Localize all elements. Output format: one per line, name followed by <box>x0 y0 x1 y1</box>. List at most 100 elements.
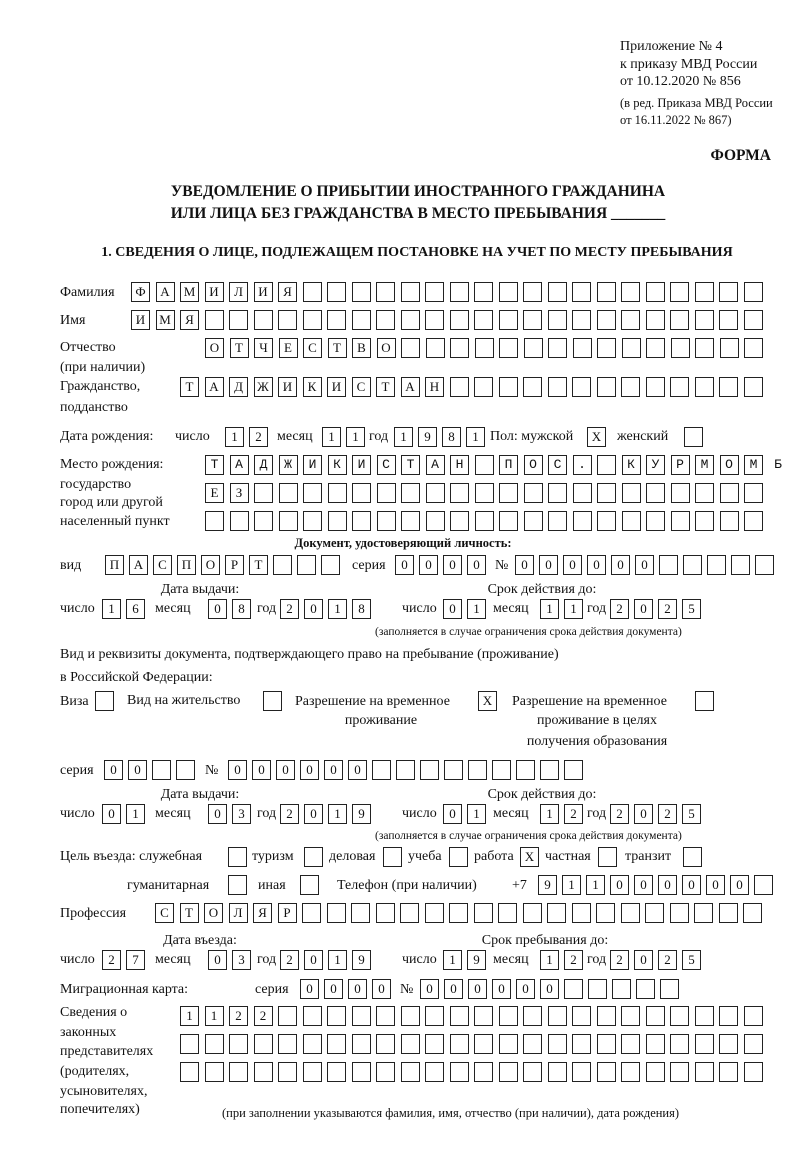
migration-number-cell[interactable]: 0 <box>516 979 535 999</box>
surname-cell[interactable]: И <box>253 282 273 302</box>
stay-day-cell[interactable]: 1 <box>443 950 462 970</box>
birthplace-row-cell[interactable] <box>744 455 763 475</box>
birth-month-cell[interactable]: 1 <box>346 427 365 447</box>
valid-day-cell[interactable]: 1 <box>467 804 486 824</box>
entry-month-cell[interactable]: 3 <box>232 950 251 970</box>
surname-cell[interactable] <box>743 282 763 302</box>
patronymic-cell[interactable] <box>401 338 420 358</box>
entry-day-cell[interactable]: 7 <box>126 950 145 970</box>
representatives-row-cell[interactable] <box>572 1034 591 1054</box>
patronymic-cell[interactable] <box>597 338 616 358</box>
valid-year-cell[interactable]: 0 <box>634 804 653 824</box>
citizenship-cell[interactable]: К <box>302 377 322 397</box>
business-checkbox-cell[interactable] <box>383 847 402 867</box>
valid-year-cell[interactable]: 0 <box>634 599 653 619</box>
representatives-row-cell[interactable] <box>376 1006 395 1026</box>
representatives-row-cell[interactable] <box>400 1062 420 1082</box>
representatives-row-cell[interactable] <box>474 1062 493 1082</box>
birthplace-row-cell[interactable] <box>474 455 494 475</box>
entry-year-cell[interactable]: 9 <box>352 950 371 970</box>
citizenship-cell[interactable]: Д <box>229 377 248 397</box>
profession-cell[interactable] <box>473 903 493 923</box>
issue-day-cell[interactable]: 6 <box>126 599 145 619</box>
tourism-checkbox-cell[interactable] <box>304 847 323 867</box>
representatives-row-cell[interactable] <box>694 1006 714 1026</box>
residence-number-cell[interactable] <box>420 760 439 780</box>
birthplace-row-cell[interactable] <box>376 483 396 503</box>
birthplace-row-cell[interactable] <box>352 455 371 475</box>
issue-year-cell[interactable]: 8 <box>352 599 371 619</box>
birthplace-row-cell[interactable] <box>327 455 347 475</box>
birthplace-row-cell[interactable] <box>352 511 371 531</box>
birth-year-cell[interactable]: 9 <box>418 427 437 447</box>
birthplace-row-cell[interactable] <box>303 483 322 503</box>
patronymic-cell[interactable] <box>670 338 690 358</box>
birthplace-row-cell[interactable] <box>548 455 567 475</box>
birthplace-row-cell[interactable] <box>376 511 396 531</box>
surname-cell[interactable] <box>376 282 395 302</box>
birthplace-row-cell[interactable] <box>670 511 690 531</box>
issue-year-cell[interactable]: 0 <box>304 599 323 619</box>
valid-year-cell[interactable]: 2 <box>610 599 629 619</box>
name-cell[interactable] <box>425 310 444 330</box>
representatives-row-cell[interactable] <box>596 1062 616 1082</box>
official-checkbox-cell[interactable] <box>228 847 247 867</box>
surname-cell[interactable]: Ф <box>131 282 150 302</box>
representatives-row-cell[interactable] <box>180 1062 199 1082</box>
citizenship-cell[interactable] <box>621 377 640 397</box>
male-checkbox-cell[interactable]: X <box>587 427 606 447</box>
representatives-row-cell[interactable] <box>572 1062 591 1082</box>
representatives-row-cell[interactable] <box>572 1006 591 1026</box>
migration-number-cell[interactable] <box>612 979 631 999</box>
surname-cell[interactable] <box>351 282 371 302</box>
birthplace-row-cell[interactable] <box>597 511 616 531</box>
profession-cell[interactable]: О <box>204 903 223 923</box>
birthplace-row-cell[interactable]: З <box>229 483 249 503</box>
surname-cell[interactable]: И <box>204 282 224 302</box>
temp-permit-checkbox-cell[interactable]: X <box>478 691 497 711</box>
document-type-cell[interactable]: А <box>129 555 148 575</box>
patronymic-cell[interactable] <box>621 338 641 358</box>
profession-cell[interactable] <box>571 903 591 923</box>
representatives-row-cell[interactable] <box>621 1062 640 1082</box>
profession-cell[interactable] <box>620 903 640 923</box>
representatives-row-cell[interactable] <box>547 1006 567 1026</box>
representatives-row-cell[interactable] <box>278 1034 297 1054</box>
representatives-row-cell[interactable] <box>327 1062 346 1082</box>
profession-cell[interactable]: Т <box>179 903 199 923</box>
citizenship-cell[interactable]: И <box>278 377 297 397</box>
birthplace-row-cell[interactable] <box>548 511 567 531</box>
valid-month-cell[interactable]: 1 <box>564 599 583 619</box>
residence-number-cell[interactable] <box>516 760 535 780</box>
representatives-row-cell[interactable] <box>449 1062 469 1082</box>
citizenship-cell[interactable] <box>523 377 542 397</box>
birthplace-row-cell[interactable] <box>254 483 273 503</box>
representatives-row-cell[interactable]: 2 <box>253 1006 273 1026</box>
citizenship-cell[interactable] <box>743 377 763 397</box>
document-series-cell[interactable]: 0 <box>467 555 486 575</box>
birthplace-row-cell[interactable] <box>523 511 543 531</box>
representatives-row-cell[interactable] <box>449 1006 469 1026</box>
residence-series-cell[interactable]: 0 <box>104 760 123 780</box>
stay-year-cell[interactable]: 2 <box>610 950 629 970</box>
birthplace-row-cell[interactable] <box>695 511 714 531</box>
citizenship-cell[interactable] <box>547 377 567 397</box>
patronymic-cell[interactable]: Т <box>229 338 249 358</box>
profession-cell[interactable] <box>302 903 321 923</box>
representatives-row-cell[interactable] <box>425 1006 444 1026</box>
surname-cell[interactable] <box>719 282 738 302</box>
birthplace-row-cell[interactable] <box>499 511 518 531</box>
birthplace-row-cell[interactable] <box>621 511 641 531</box>
representatives-row-cell[interactable] <box>253 1062 273 1082</box>
patronymic-cell[interactable] <box>474 338 494 358</box>
representatives-row-cell[interactable] <box>498 1034 518 1054</box>
surname-cell[interactable]: А <box>155 282 175 302</box>
other-checkbox-cell[interactable] <box>300 875 319 895</box>
birthplace-row-cell[interactable] <box>572 511 592 531</box>
residence-permit-checkbox-cell[interactable] <box>263 691 282 711</box>
representatives-row-cell[interactable] <box>694 1062 714 1082</box>
valid-year-cell[interactable]: 2 <box>658 599 677 619</box>
patronymic-cell[interactable] <box>572 338 592 358</box>
name-cell[interactable] <box>498 310 518 330</box>
name-cell[interactable] <box>278 310 297 330</box>
